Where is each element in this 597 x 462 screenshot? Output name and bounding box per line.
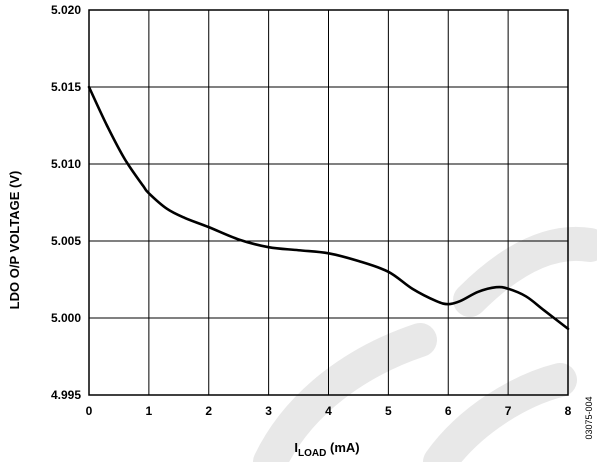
y-tick-label: 5.015: [51, 80, 81, 94]
x-tick-label: 8: [565, 404, 572, 418]
watermark-arc-2: [453, 226, 597, 317]
watermark-arcs: [253, 226, 597, 462]
x-tick-label: 6: [445, 404, 452, 418]
watermark-arc-1: [253, 323, 437, 462]
x-axis-label-main: I: [294, 440, 298, 455]
x-tick-label: 0: [86, 404, 93, 418]
y-tick-label: 5.020: [51, 3, 81, 17]
x-tick-label: 5: [385, 404, 392, 418]
x-tick-labels: 0 1 2 3 4 5 6 7 8: [86, 404, 572, 418]
x-tick-label: 4: [325, 404, 332, 418]
series-line: [87, 85, 570, 331]
x-axis-label-unit: (mA): [326, 440, 359, 455]
y-tick-label: 5.000: [51, 311, 81, 325]
plot-frame: [88, 9, 569, 396]
x-axis-label: ILOAD (mA): [294, 440, 359, 459]
y-tick-label: 4.995: [51, 388, 81, 402]
figure-id: 03075-004: [584, 396, 594, 439]
x-tick-label: 7: [505, 404, 512, 418]
watermark-arc-3: [423, 363, 577, 462]
y-tick-labels: 4.995 5.000 5.005 5.010 5.015 5.020: [51, 3, 81, 402]
x-tick-label: 3: [265, 404, 272, 418]
y-tick-label: 5.010: [51, 157, 81, 171]
y-tick-label: 5.005: [51, 234, 81, 248]
x-tick-label: 1: [146, 404, 153, 418]
y-axis-label: LDO O/P VOLTAGE (V): [7, 171, 22, 310]
x-tick-label: 2: [205, 404, 212, 418]
x-axis-label-sub: LOAD: [298, 448, 326, 459]
